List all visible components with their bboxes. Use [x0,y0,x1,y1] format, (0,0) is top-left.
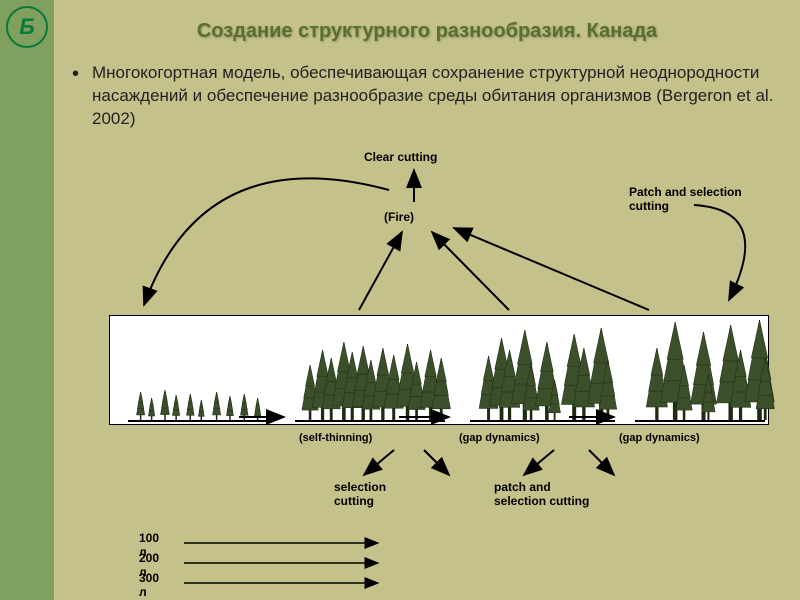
cohort-2 [295,317,445,422]
bullet-text: Многокогортная модель, обеспечивающая со… [92,62,782,131]
diagram: Clear cutting (Fire) Patch and selection… [54,150,800,600]
label-self-thinning: (self-thinning) [299,432,372,444]
content-area: Создание структурного разнообразия. Кана… [54,0,800,600]
label-gap-dynamics-1: (gap dynamics) [459,432,540,444]
label-selection-cutting: selection cutting [334,480,386,508]
sidebar: Б [0,0,54,600]
label-clear-cutting: Clear cutting [364,150,437,164]
bullet-dot-icon: • [72,62,92,131]
timeline-label: 300 л [139,571,159,599]
label-patch-selection: Patch and selection cutting [629,185,769,213]
cohort-4 [635,317,765,422]
cohort-1 [128,317,268,422]
label-gap-dynamics-2: (gap dynamics) [619,432,700,444]
label-fire: (Fire) [384,210,414,224]
logo-text: Б [19,14,35,40]
slide: Б Создание структурного разнообразия. Ка… [0,0,800,600]
logo-icon: Б [6,6,48,48]
forest-panel [109,315,769,425]
bullet-item: • Многокогортная модель, обеспечивающая … [72,62,782,131]
cohort-3 [470,317,615,422]
label-patch-and-selection: patch and selection cutting [494,480,589,508]
slide-title: Создание структурного разнообразия. Кана… [54,20,800,43]
